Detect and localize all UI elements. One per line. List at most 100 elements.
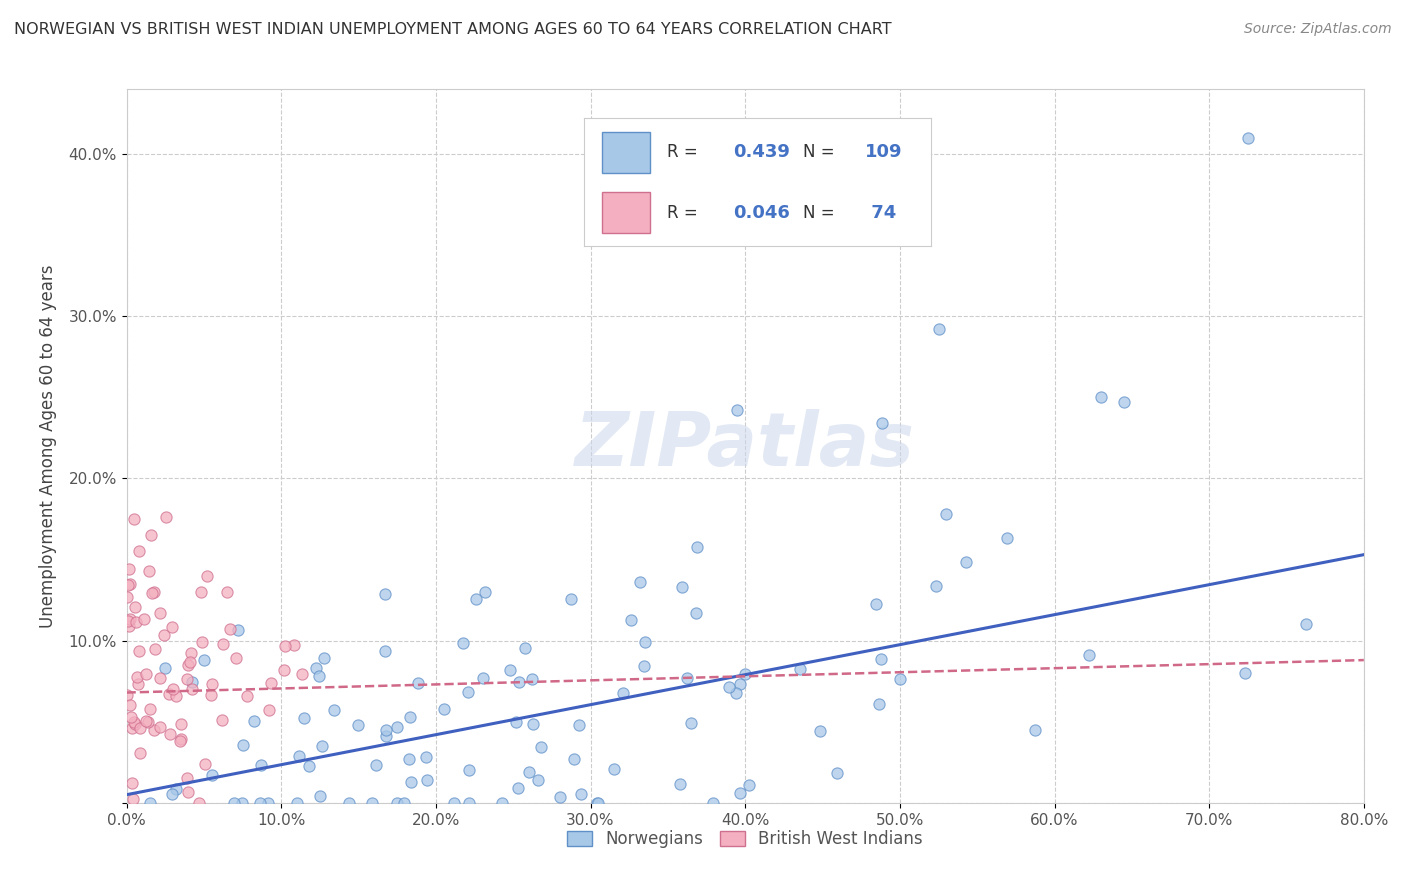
Point bbox=[190, 585, 212, 599]
Point bbox=[188, 796, 211, 810]
Point bbox=[162, 682, 184, 697]
Point bbox=[406, 676, 429, 690]
Point bbox=[118, 619, 141, 633]
Point bbox=[117, 578, 139, 592]
Point bbox=[499, 663, 522, 677]
Point bbox=[122, 792, 145, 806]
Point bbox=[128, 544, 150, 558]
Point bbox=[232, 739, 254, 753]
Point bbox=[520, 672, 543, 686]
Point bbox=[347, 718, 370, 732]
Point bbox=[364, 757, 387, 772]
Point bbox=[243, 714, 266, 728]
Point bbox=[149, 607, 172, 621]
Point bbox=[374, 723, 396, 737]
Point bbox=[160, 620, 183, 634]
Point bbox=[399, 774, 422, 789]
Point bbox=[305, 660, 328, 674]
Point bbox=[314, 650, 336, 665]
Point bbox=[211, 636, 233, 650]
Point bbox=[141, 528, 163, 542]
Point bbox=[222, 796, 245, 810]
Point bbox=[416, 773, 439, 788]
Point bbox=[603, 762, 626, 776]
Point bbox=[586, 796, 609, 810]
Point bbox=[181, 681, 204, 696]
Point bbox=[628, 574, 651, 589]
Point bbox=[127, 670, 149, 684]
Point bbox=[236, 689, 259, 703]
Point bbox=[465, 591, 488, 606]
Point bbox=[633, 659, 655, 673]
Point bbox=[191, 635, 214, 649]
Point bbox=[337, 796, 360, 810]
Text: NORWEGIAN VS BRITISH WEST INDIAN UNEMPLOYMENT AMONG AGES 60 TO 64 YEARS CORRELAT: NORWEGIAN VS BRITISH WEST INDIAN UNEMPLO… bbox=[14, 22, 891, 37]
Point bbox=[283, 638, 305, 652]
Point bbox=[398, 752, 420, 766]
Point bbox=[728, 786, 751, 800]
Point bbox=[1237, 131, 1260, 145]
Point bbox=[135, 714, 157, 728]
Point bbox=[298, 758, 321, 772]
Point bbox=[124, 716, 146, 731]
Point bbox=[415, 749, 437, 764]
Point bbox=[1295, 616, 1317, 631]
Point bbox=[153, 628, 176, 642]
Text: ZIPatlas: ZIPatlas bbox=[575, 409, 915, 483]
Point bbox=[115, 688, 138, 702]
Point bbox=[634, 634, 657, 648]
Point bbox=[889, 672, 911, 686]
Point bbox=[139, 796, 162, 810]
Point bbox=[869, 652, 891, 666]
Point bbox=[1233, 665, 1256, 680]
Point bbox=[865, 597, 887, 611]
Point bbox=[1114, 395, 1136, 409]
Point bbox=[138, 564, 160, 578]
Point bbox=[433, 702, 456, 716]
Point bbox=[737, 778, 759, 792]
Point bbox=[155, 510, 177, 524]
Point bbox=[169, 733, 191, 747]
Point bbox=[194, 757, 217, 772]
Point bbox=[727, 403, 749, 417]
Point bbox=[360, 796, 382, 810]
Point bbox=[162, 787, 184, 801]
Point bbox=[808, 723, 831, 738]
Point bbox=[157, 687, 180, 701]
Point bbox=[273, 663, 295, 677]
Point bbox=[718, 680, 741, 694]
Point bbox=[730, 677, 752, 691]
Point bbox=[309, 789, 332, 803]
Point bbox=[373, 587, 395, 601]
Point bbox=[135, 666, 157, 681]
Point bbox=[143, 723, 166, 737]
Point bbox=[136, 714, 159, 729]
Point bbox=[193, 652, 215, 666]
Point bbox=[399, 710, 422, 724]
Point bbox=[177, 658, 200, 673]
Point bbox=[527, 773, 550, 788]
Point bbox=[226, 623, 249, 637]
Point bbox=[522, 717, 544, 731]
Point bbox=[201, 768, 224, 782]
Point bbox=[530, 740, 553, 755]
Point bbox=[392, 796, 415, 810]
Point bbox=[129, 746, 152, 760]
Point bbox=[257, 703, 280, 717]
Point bbox=[149, 720, 172, 734]
Point bbox=[217, 585, 239, 599]
Point bbox=[1024, 723, 1046, 738]
Point bbox=[176, 771, 198, 785]
Point bbox=[125, 615, 148, 629]
Point bbox=[165, 782, 187, 797]
Point bbox=[825, 766, 848, 780]
Point bbox=[179, 655, 201, 669]
Point bbox=[569, 787, 592, 801]
Point bbox=[508, 674, 530, 689]
Point bbox=[451, 636, 474, 650]
Point bbox=[385, 720, 408, 734]
Point bbox=[231, 796, 253, 810]
Point bbox=[127, 677, 149, 691]
Point bbox=[121, 776, 143, 790]
Point bbox=[201, 677, 224, 691]
